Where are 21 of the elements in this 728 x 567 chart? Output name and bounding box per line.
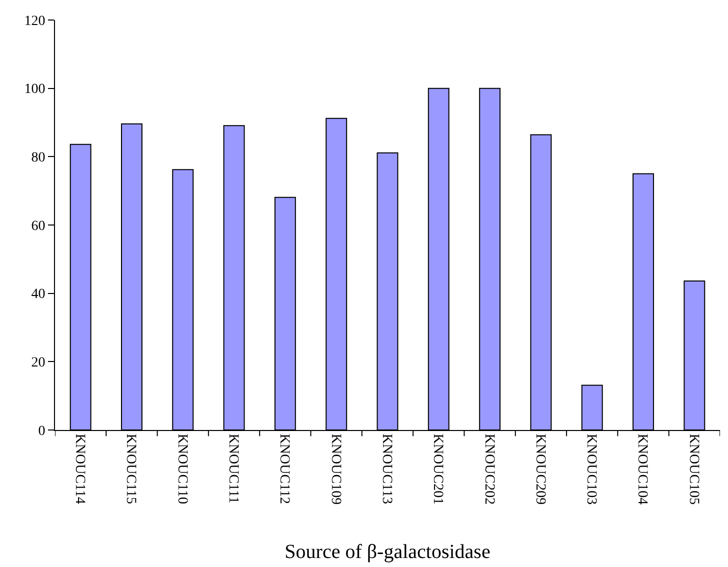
x-tick-label: KNOUC109 (328, 434, 343, 505)
x-tick-label: KNOUC209 (532, 434, 548, 505)
x-tick-label: KNOUC103 (584, 434, 599, 505)
y-tick-label: 40 (31, 287, 46, 302)
x-tick-label: KNOUC104 (634, 434, 650, 505)
x-tick-label: KNOUC114 (72, 434, 88, 504)
y-tick-label: 120 (24, 14, 46, 29)
x-axis-title: Source of β-galactosidase (284, 541, 490, 564)
x-tick-label: KNOUC113 (378, 434, 394, 504)
y-tick-label: 60 (31, 218, 46, 234)
x-tick-label: KNOUC115 (123, 434, 138, 504)
x-tick-label: KNOUC202 (481, 434, 496, 505)
y-tick-label: 20 (31, 356, 46, 371)
x-tick-label: KNOUC105 (686, 434, 701, 505)
x-tick-label: KNOUC110 (174, 434, 190, 504)
x-tick-label: KNOUC111 (225, 434, 240, 504)
y-tick-label: 100 (24, 82, 46, 98)
y-tick-label: 0 (38, 424, 46, 439)
x-tick-label: KNOUC112 (276, 434, 292, 504)
x-tick-label: KNOUC201 (430, 434, 446, 505)
y-tick-label: 80 (31, 150, 46, 166)
